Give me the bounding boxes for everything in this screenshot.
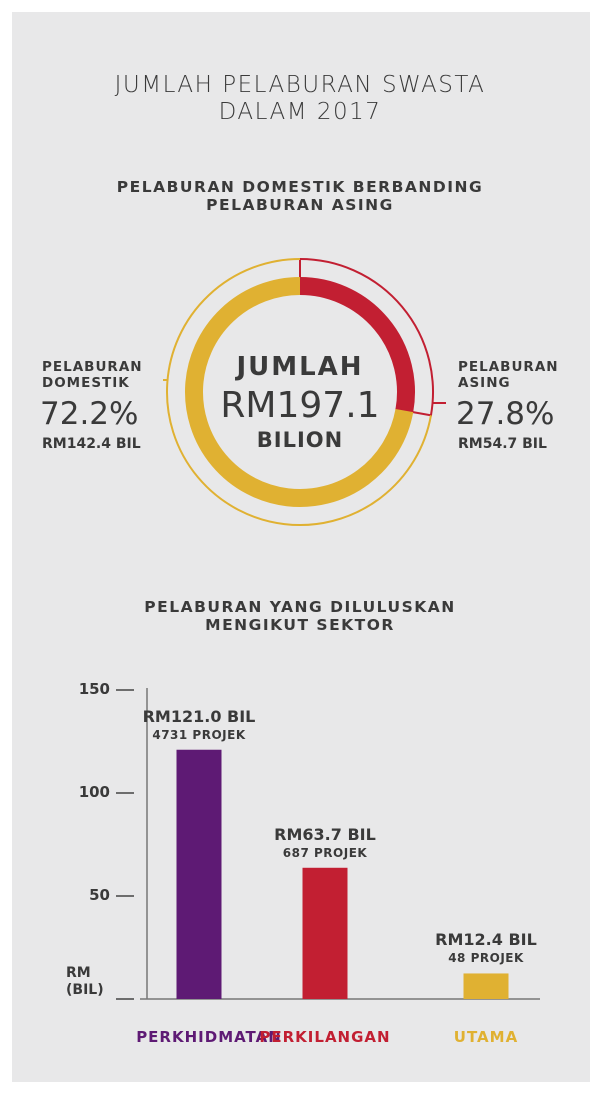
donut-segment [299,277,415,413]
segment-value: 27.8% [456,396,555,432]
donut-outline [299,258,434,416]
category-label: PERKHIDMATAN [136,1028,282,1046]
category-label: UTAMA [453,1028,519,1046]
sub-label: 48 PROJEK [448,951,524,966]
y-tick-label: 50 [89,886,110,904]
center-text: RM197.1 [220,385,380,426]
segment-label: PELABURAN ASING [458,359,559,391]
donut-segment [185,277,414,507]
segment-value: 72.2% [40,396,139,432]
center-text: BILION [256,428,344,452]
category-label: PERKILANGAN [259,1028,391,1046]
segment-label: PELABURAN DOMESTIK [42,359,143,391]
value-label: RM121.0 BIL [142,706,256,726]
y-axis-label: RM (BIL) [66,965,104,998]
bar [176,749,222,999]
y-tick-label: 100 [78,783,110,801]
chart-title: PELABURAN DOMESTIK BERBANDING PELABURAN … [116,178,484,215]
segment-amount: RM142.4 BIL [42,436,141,452]
page-title: JUMLAH PELABURAN SWASTA DALAM 2017 [114,72,486,126]
bar [463,973,509,999]
center-text: JUMLAH [236,352,364,382]
card [12,12,590,1082]
bar [302,867,348,999]
segment-amount: RM54.7 BIL [458,436,547,452]
sub-label: 687 PROJEK [282,845,368,860]
y-tick-label: 150 [78,680,110,698]
donut-outline [166,258,432,526]
value-label: RM12.4 BIL [435,930,537,950]
chart-title: PELABURAN YANG DILULUSKAN MENGIKUT SEKTO… [144,598,456,635]
sub-label: 4731 PROJEK [152,727,246,742]
value-label: RM63.7 BIL [274,824,376,844]
